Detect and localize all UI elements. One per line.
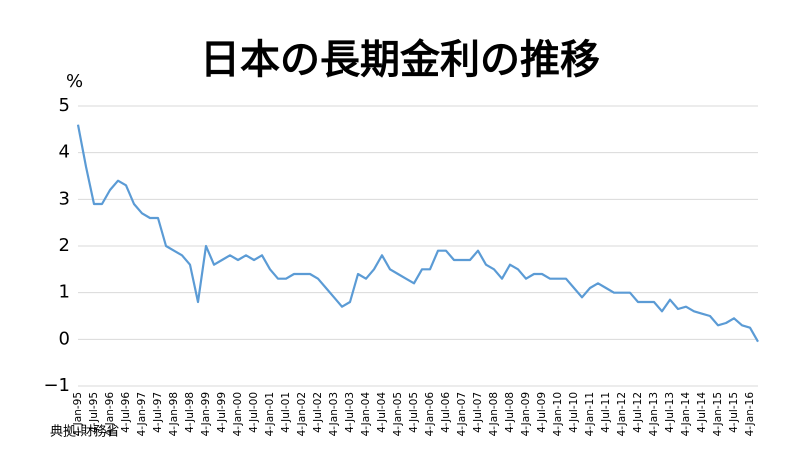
x-tick-label: 4-Jan-14 xyxy=(680,392,692,437)
x-tick-label: 4-Jul-09 xyxy=(536,392,548,433)
x-tick-label: 4-Jul-11 xyxy=(600,392,612,433)
x-tick-label: 4-Jan-95 xyxy=(72,392,84,436)
x-tick-label: 4-Jan-99 xyxy=(200,392,212,436)
data-line xyxy=(76,124,759,343)
x-tick-label: 4-Jan-12 xyxy=(616,392,628,436)
x-tick-label: 4-Jan-96 xyxy=(104,392,116,437)
x-tick-label: 4-Jul-12 xyxy=(632,392,644,433)
x-tick-label: 4-Jan-05 xyxy=(392,392,404,436)
x-tick-label: 4-Jul-99 xyxy=(216,392,228,433)
y-tick-label: 4 xyxy=(59,142,70,163)
x-tick-label: 4-Jul-08 xyxy=(504,392,516,433)
chart-title: 日本の長期金利の推移 xyxy=(200,37,600,83)
x-tick-label: 4-Jan-98 xyxy=(168,392,180,436)
x-tick-label: 4-Jul-00 xyxy=(248,392,260,433)
x-tick-label: 4-Jan-03 xyxy=(328,392,340,436)
y-tick-label: 0 xyxy=(59,328,70,349)
x-tick-label: 4-Jul-14 xyxy=(696,392,708,433)
x-tick-label: 4-Jul-06 xyxy=(440,392,452,433)
x-tick-label: 4-Jan-09 xyxy=(520,392,532,436)
x-tick-label: 4-Jul-10 xyxy=(568,392,580,433)
x-tick-label: 4-Jul-95 xyxy=(88,392,100,433)
x-tick-label: 4-Jul-01 xyxy=(280,392,292,433)
x-tick-label: 4-Jan-01 xyxy=(264,392,276,436)
y-tick-label: 2 xyxy=(59,235,70,256)
source-note: 典拠:財務省 xyxy=(50,425,119,440)
x-tick-label: 4-Jan-15 xyxy=(712,392,724,436)
x-tick-label: 4-Jan-97 xyxy=(136,392,148,436)
x-tick-label: 4-Jan-07 xyxy=(456,392,468,436)
x-tick-label: 4-Jul-13 xyxy=(664,392,676,433)
x-tick-label: 4-Jul-98 xyxy=(184,392,196,433)
x-tick-label: 4-Jul-02 xyxy=(312,392,324,433)
x-tick-label: 4-Jan-13 xyxy=(648,392,660,436)
y-tick-label: 3 xyxy=(59,188,70,209)
y-axis-label: % xyxy=(66,71,83,92)
x-tick-label: 4-Jul-07 xyxy=(472,392,484,433)
x-tick-label: 4-Jan-04 xyxy=(360,392,372,437)
y-tick-label: −1 xyxy=(43,375,70,396)
x-tick-label: 4-Jul-97 xyxy=(152,392,164,433)
x-tick-label: 4-Jan-11 xyxy=(584,392,596,436)
x-tick-label: 4-Jan-02 xyxy=(296,392,308,436)
x-tick-label: 4-Jul-15 xyxy=(728,392,740,433)
x-tick-label: 4-Jan-10 xyxy=(552,392,564,436)
x-tick-label: 4-Jul-96 xyxy=(120,392,132,433)
x-tick-label: 4-Jan-16 xyxy=(744,392,756,437)
y-tick-label: 1 xyxy=(59,282,70,303)
x-tick-label: 4-Jan-00 xyxy=(232,392,244,436)
x-tick-label: 4-Jul-04 xyxy=(376,392,388,433)
x-tick-label: 4-Jan-08 xyxy=(488,392,500,436)
x-tick-label: 4-Jul-05 xyxy=(408,392,420,433)
x-tick-label: 4-Jul-03 xyxy=(344,392,356,433)
x-tick-label: 4-Jan-06 xyxy=(424,392,436,437)
y-tick-label: 5 xyxy=(59,95,70,116)
